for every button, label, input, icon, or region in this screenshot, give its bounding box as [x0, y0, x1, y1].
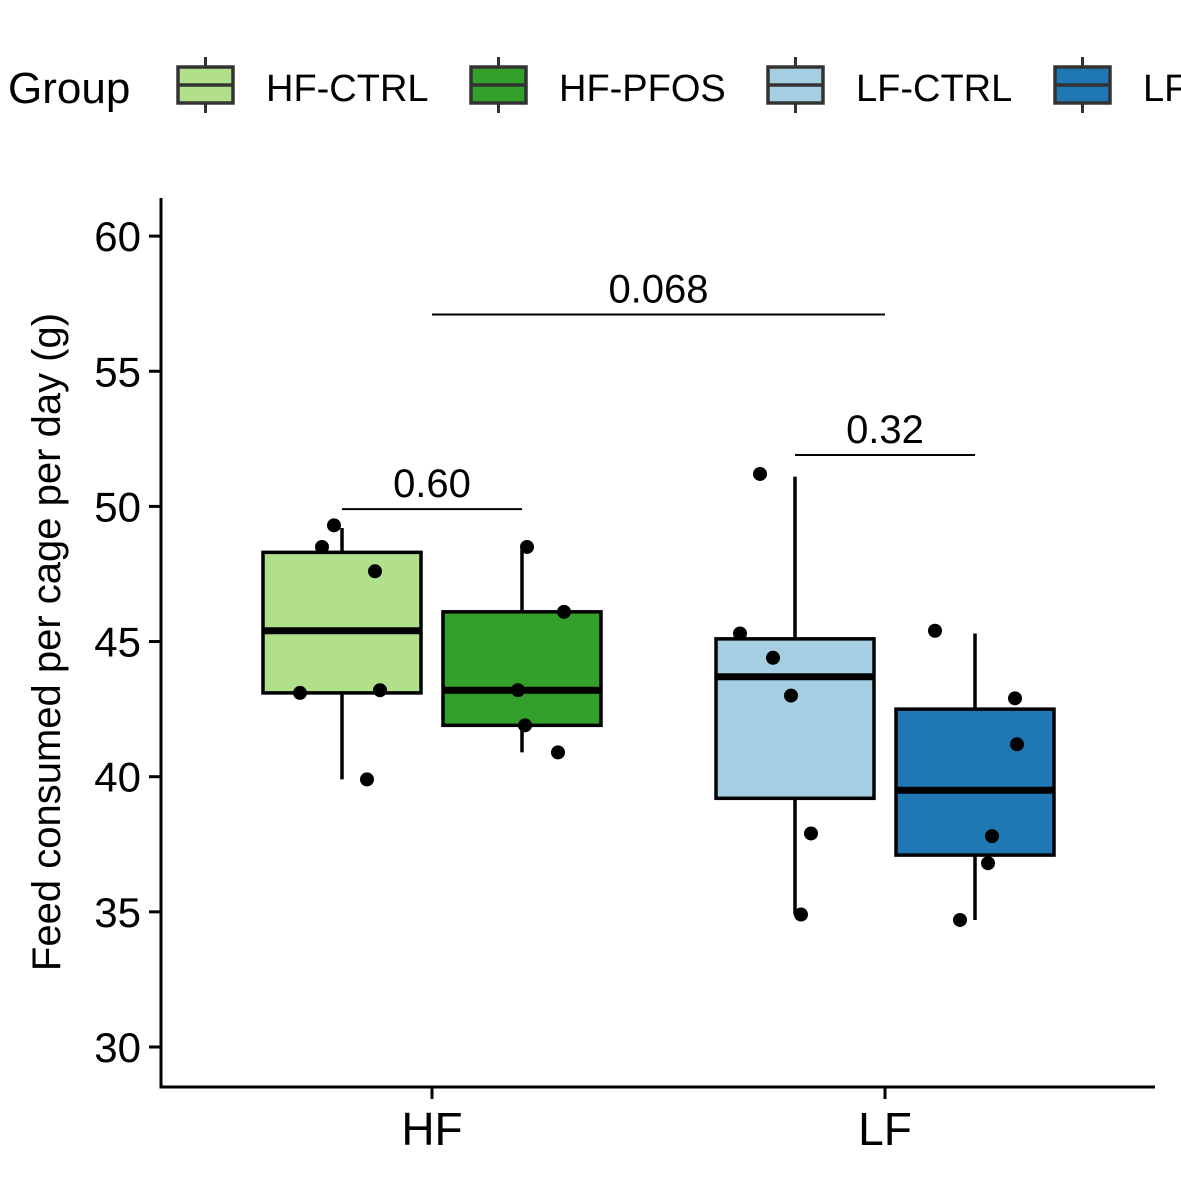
box-lf-ctrl: [714, 476, 876, 915]
legend-label: LF-CTRL: [856, 68, 1012, 110]
iqr-box: [441, 610, 603, 728]
data-point: [733, 626, 747, 641]
p-value-label: 0.068: [608, 267, 708, 311]
box-lf-pfos: [894, 633, 1056, 920]
data-point: [368, 564, 382, 579]
y-tick-label: 45: [94, 619, 141, 666]
iqr-box: [894, 707, 1056, 857]
y-tick-label: 40: [94, 754, 141, 801]
data-point: [766, 650, 780, 665]
x-tick-label: HF: [401, 1103, 462, 1155]
data-point: [518, 718, 532, 733]
legend-label: HF-PFOS: [559, 68, 726, 110]
box-hf-ctrl: [261, 528, 423, 780]
y-tick-label: 55: [94, 348, 141, 395]
y-tick-label: 50: [94, 483, 141, 530]
data-point: [327, 518, 341, 533]
data-point: [804, 826, 818, 841]
data-point: [551, 745, 565, 760]
y-tick-label: 35: [94, 889, 141, 936]
p-value-label: 0.32: [846, 408, 924, 452]
y-tick-label: 30: [94, 1024, 141, 1071]
p-value-label: 0.60: [393, 462, 471, 506]
data-point: [557, 604, 571, 619]
data-point: [928, 623, 942, 638]
data-point: [753, 466, 767, 481]
data-point: [1010, 737, 1024, 752]
data-point: [953, 912, 967, 927]
box-hf-pfos: [441, 549, 603, 753]
x-tick-label: LF: [858, 1103, 912, 1155]
data-point: [981, 856, 995, 871]
plot-area: 30 35 40 45 50 55 60 HF LF 0.60 0.32 0.068: [94, 198, 1155, 1155]
data-point: [794, 907, 808, 922]
data-point: [511, 683, 525, 698]
data-point: [985, 829, 999, 844]
y-axis-title: Feed consumed per cage per day (g): [25, 313, 69, 971]
iqr-box: [261, 550, 423, 695]
legend: Group HF-CTRL HF-PFOS LF-CTRL LF-PFOS: [8, 57, 1181, 113]
data-point: [520, 539, 534, 554]
data-point: [360, 772, 374, 787]
legend-items: HF-CTRL HF-PFOS LF-CTRL LF-PFOS: [176, 57, 1181, 113]
data-point: [293, 685, 307, 700]
data-point: [373, 683, 387, 698]
iqr-box: [714, 637, 876, 801]
legend-label: LF-PFOS: [1143, 68, 1181, 110]
legend-item: HF-PFOS: [469, 57, 726, 113]
data-point: [315, 539, 329, 554]
y-tick-label: 60: [94, 213, 141, 260]
legend-item: LF-CTRL: [766, 57, 1012, 113]
legend-title: Group: [8, 64, 130, 113]
data-point: [1008, 691, 1022, 706]
legend-item: LF-PFOS: [1053, 57, 1181, 113]
legend-item: HF-CTRL: [176, 57, 429, 113]
legend-label: HF-CTRL: [266, 68, 429, 110]
data-point: [784, 688, 798, 703]
